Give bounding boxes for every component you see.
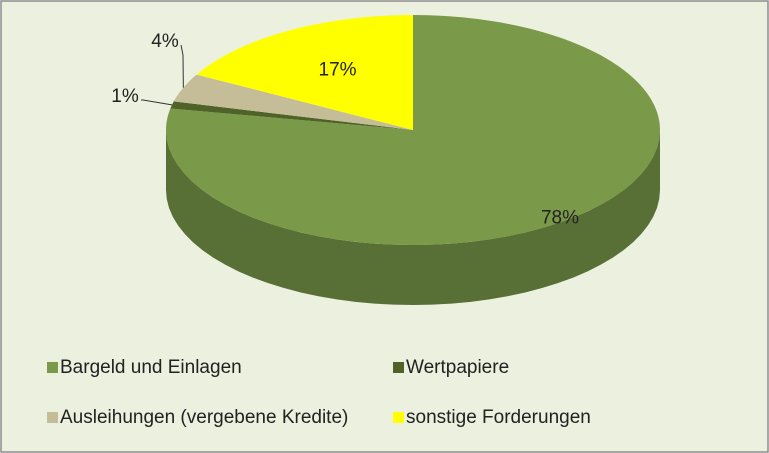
slice [166,15,660,245]
legend-swatch [393,412,404,423]
legend-label: Ausleihungen (vergebene Kredite) [60,407,348,428]
slice [196,15,413,130]
pie [166,15,660,305]
slice-side [166,130,660,305]
legend-label: Wertpapiere [406,357,509,378]
data-label: 1% [111,86,139,107]
slice [173,74,413,130]
data-label: 17% [319,60,357,81]
leader-line [180,44,184,88]
legend-swatch [47,362,58,373]
labels: 78% 1% 4% 17% [111,31,579,228]
legend-label: sonstige Forderungen [406,407,591,428]
legend: Bargeld und Einlagen Wertpapiere Ausleihun… [47,357,591,428]
slice [170,101,413,130]
leader-line [141,99,173,106]
legend-swatch [393,362,404,373]
legend-swatch [47,412,58,423]
data-label: 78% [541,207,579,228]
legend-label: Bargeld und Einlagen [60,357,242,378]
data-label: 4% [151,31,179,52]
